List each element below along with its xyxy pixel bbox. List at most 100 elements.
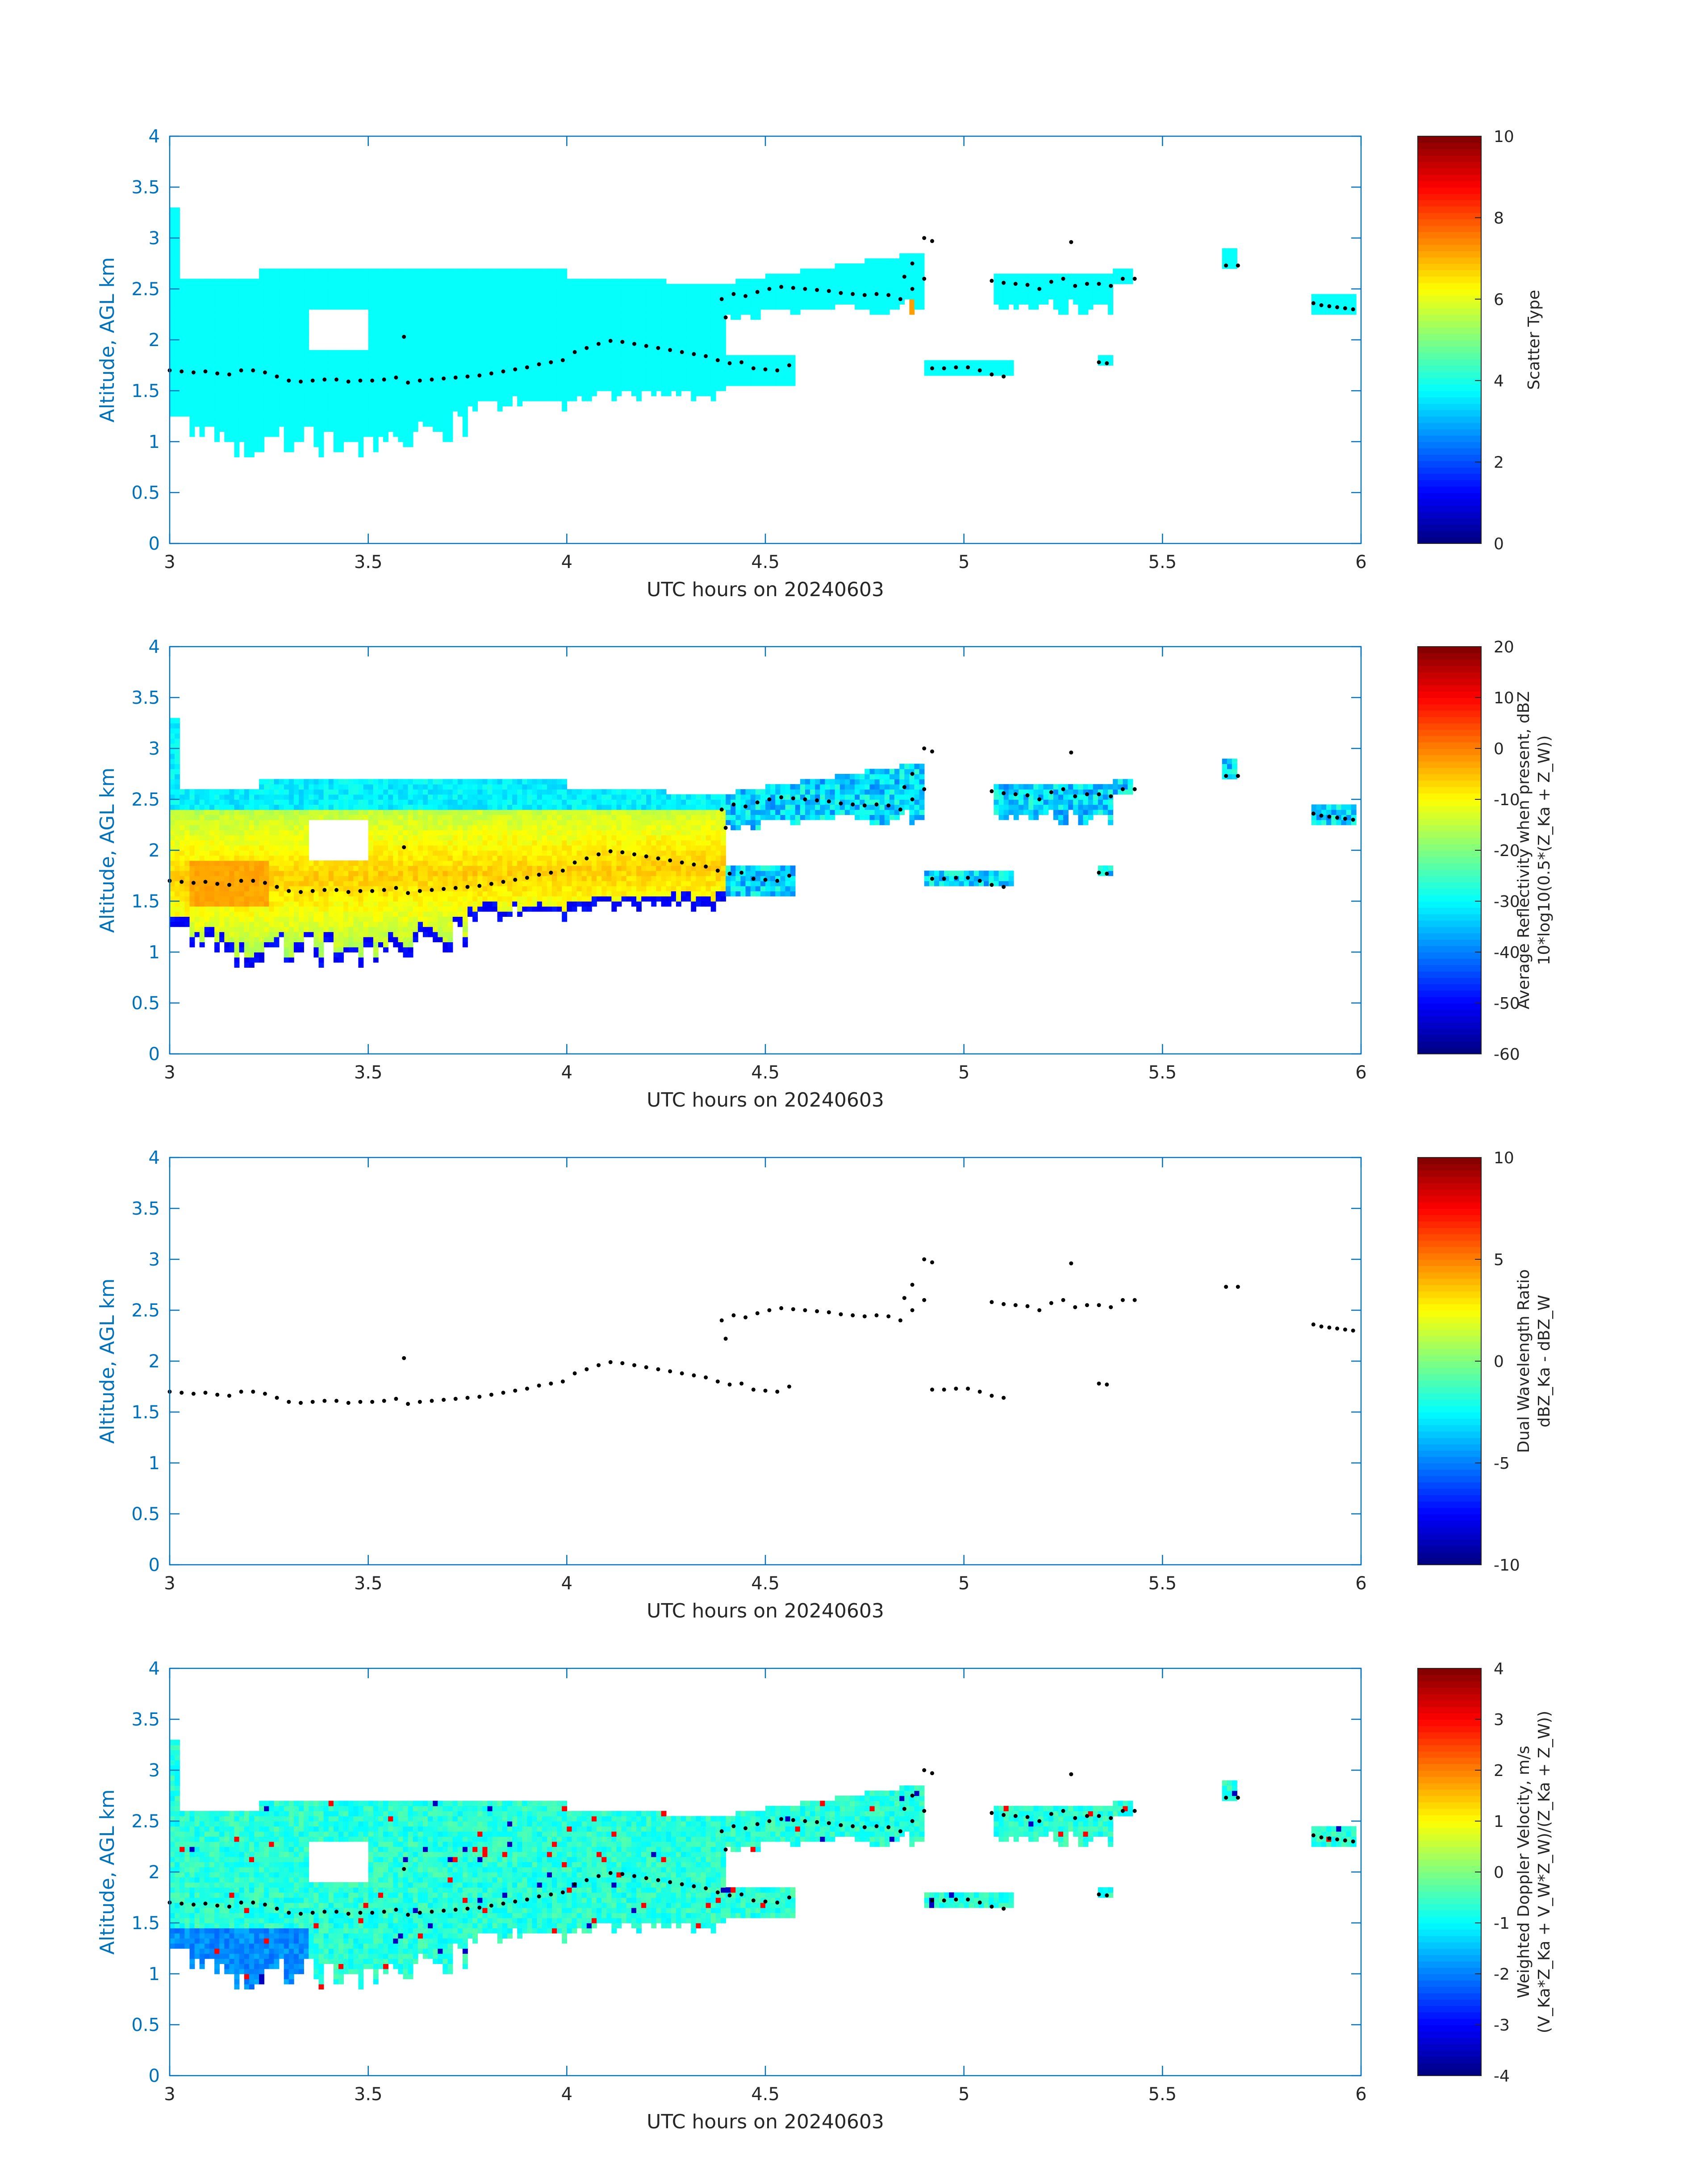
field-cell [497, 406, 503, 411]
field-cell [626, 350, 632, 355]
field-cell [597, 365, 602, 371]
field-cell [448, 274, 453, 279]
field-cell [289, 447, 294, 452]
field-cell [1326, 309, 1332, 315]
field-cell [239, 947, 245, 953]
field-cell [582, 289, 587, 294]
field-cell [304, 401, 309, 406]
field-cell [170, 268, 175, 274]
field-cell [552, 284, 557, 289]
field-cell [329, 396, 334, 401]
field-cell [611, 345, 617, 350]
field-cell [299, 932, 304, 937]
field-cell [468, 380, 473, 386]
field-cell [190, 294, 195, 299]
field-cell [299, 865, 304, 871]
field-cell [611, 376, 617, 381]
field-cell [269, 804, 274, 810]
field-cell [229, 299, 234, 305]
field-cell [184, 335, 190, 340]
field-cell [224, 830, 230, 835]
field-cell [636, 350, 642, 355]
field-cell [770, 370, 776, 376]
field-cell [572, 325, 577, 330]
field-cell [626, 380, 632, 386]
field-cell [562, 330, 567, 335]
field-cell [810, 274, 815, 279]
field-cell [175, 223, 180, 228]
field-cell [597, 380, 602, 386]
field-cell [403, 299, 409, 305]
field-cell [572, 319, 577, 325]
field-cell [175, 304, 180, 309]
field-cell [1103, 355, 1108, 360]
field-cell [274, 330, 280, 335]
field-cell [448, 370, 453, 376]
field-cell [418, 294, 423, 299]
field-cell [691, 365, 696, 371]
field-cell [269, 911, 274, 917]
field-cell [200, 304, 205, 309]
field-cell [537, 309, 543, 315]
field-cell [244, 932, 250, 937]
field-cell [219, 861, 225, 866]
field-cell [195, 355, 200, 360]
field-cell [358, 268, 363, 274]
field-cell [855, 268, 860, 274]
field-cell [463, 274, 468, 279]
cloud-base-point [1224, 263, 1228, 267]
field-cell [488, 386, 493, 391]
field-cell [269, 330, 274, 335]
field-cell [875, 263, 880, 269]
field-cell [428, 416, 433, 422]
field-cell [646, 284, 651, 289]
field-cell [195, 886, 200, 891]
field-cell [249, 937, 255, 942]
field-cell [224, 355, 230, 360]
field-cell [855, 304, 860, 309]
field-cell [592, 335, 597, 340]
cloud-base-point [454, 376, 458, 380]
field-cell [274, 411, 280, 417]
field-cell [209, 799, 215, 805]
field-cell [289, 304, 294, 309]
field-cell [239, 794, 245, 800]
field-cell [348, 294, 354, 299]
field-cell [398, 325, 403, 330]
field-cell [537, 396, 543, 401]
field-cell [880, 289, 885, 294]
field-cell [175, 840, 180, 845]
field-cell [254, 861, 259, 866]
field-cell [597, 350, 602, 355]
field-cell [234, 452, 240, 457]
field-cell [418, 330, 423, 335]
field-cell [388, 411, 393, 417]
field-cell [572, 365, 577, 371]
colorbar-swatch [1418, 302, 1481, 309]
field-cell [184, 865, 190, 871]
cloud-base-point [1105, 361, 1109, 365]
field-cell [721, 304, 726, 309]
field-cell [299, 855, 304, 861]
field-cell [184, 304, 190, 309]
field-cell [269, 335, 274, 340]
field-cell [229, 335, 234, 340]
field-cell [388, 340, 393, 345]
field-cell [234, 962, 240, 968]
field-cell [582, 365, 587, 371]
field-cell [537, 304, 543, 309]
field-cell [254, 810, 259, 815]
field-cell [622, 380, 627, 386]
field-cell [502, 340, 508, 345]
field-cell [994, 294, 999, 299]
field-cell [1053, 284, 1059, 289]
field-cell [393, 426, 398, 432]
field-cell [378, 314, 384, 320]
field-cell [289, 952, 294, 957]
field-cell [740, 365, 746, 371]
field-cell [1108, 279, 1113, 284]
field-cell [438, 309, 443, 315]
field-cell [324, 294, 329, 299]
field-cell [482, 365, 488, 371]
field-cell [274, 380, 280, 386]
